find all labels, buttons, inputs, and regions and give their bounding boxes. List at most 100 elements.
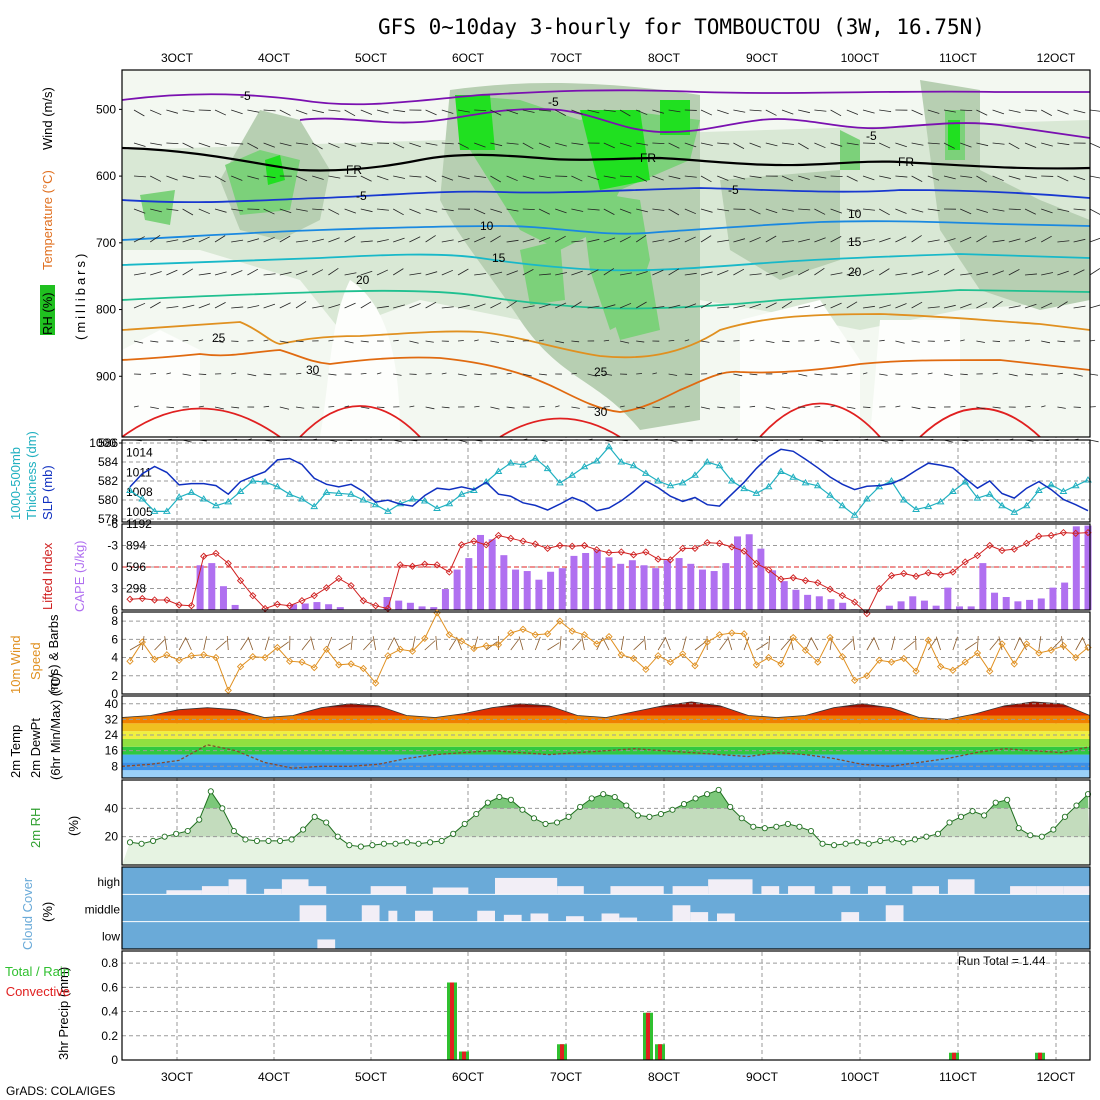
wind-barb xyxy=(1073,305,1086,309)
wind-barb xyxy=(927,372,933,375)
wind10-barb xyxy=(448,637,458,651)
isotherm-label: -5 xyxy=(356,189,367,203)
cape-bar xyxy=(944,587,952,610)
wind-barb xyxy=(441,175,454,181)
wind-barb xyxy=(1089,439,1099,443)
thickness-point xyxy=(850,511,859,518)
cloud-cover-bar xyxy=(1036,886,1064,895)
cape-bar xyxy=(453,569,461,610)
rh-point xyxy=(126,839,134,846)
thickness-point xyxy=(961,477,970,485)
cloud-cover-bar xyxy=(228,879,247,895)
wind-speed-point xyxy=(482,642,490,650)
wind-speed-point xyxy=(445,631,453,639)
wind-barb xyxy=(279,271,292,276)
cape-bar xyxy=(920,600,928,610)
wind-barb xyxy=(684,175,697,178)
precip-tick-label: 0.4 xyxy=(101,1005,118,1019)
wind-barb xyxy=(279,208,292,214)
wind-barb xyxy=(1008,269,1020,276)
wind-barb xyxy=(571,372,577,375)
wind-barb xyxy=(846,373,853,375)
wind-barb xyxy=(247,305,260,309)
thickness-point xyxy=(740,484,748,492)
wind-barb xyxy=(603,373,613,376)
thickness-point xyxy=(555,478,564,486)
wind-barb xyxy=(684,339,690,342)
wind-barb xyxy=(798,305,811,309)
thickness-point xyxy=(1059,487,1068,494)
lifted-index-point xyxy=(322,584,331,592)
wind-speed-point xyxy=(421,634,429,643)
ylabel-rh-pct: (%) xyxy=(66,816,81,836)
wind10-barb xyxy=(633,640,645,651)
chart-title: GFS 0~10day 3-hourly for TOMBOUCTOU (3W,… xyxy=(378,15,985,39)
wind-barb xyxy=(781,142,794,145)
wind-barb xyxy=(425,109,437,116)
wind-barb xyxy=(506,239,519,243)
wind-barb xyxy=(1024,208,1036,215)
rh-point xyxy=(934,830,942,837)
wind-barb xyxy=(1057,301,1068,309)
wind-barb xyxy=(474,175,487,178)
rh-shading xyxy=(660,100,690,135)
wind-barb xyxy=(133,109,145,117)
top-day-label: 7OCT xyxy=(550,51,583,65)
lifted-index-point xyxy=(470,537,478,545)
cloud-background xyxy=(122,867,1090,949)
thickness-point xyxy=(273,482,282,490)
pressure-tick-label: 800 xyxy=(96,303,116,317)
cape-bar xyxy=(1037,598,1045,610)
cape-bar xyxy=(465,558,473,610)
wind-speed-point xyxy=(900,654,908,663)
wind-barb xyxy=(555,142,567,147)
wind-barb xyxy=(182,304,195,309)
temp-band xyxy=(122,770,1090,778)
wind-barb xyxy=(749,303,762,309)
wind10-barb xyxy=(264,636,270,651)
isotherm-label: 15 xyxy=(492,251,506,265)
wind-barb xyxy=(522,269,534,276)
wind-barb xyxy=(474,339,479,342)
wind-barb xyxy=(457,175,470,180)
wind-barb xyxy=(214,208,227,213)
temp-band xyxy=(122,754,1090,763)
wind-barb xyxy=(636,208,648,213)
cloud-cover-bar xyxy=(166,890,202,895)
wind-barb xyxy=(765,142,778,147)
cape-bar xyxy=(757,548,765,610)
wind-barb xyxy=(409,303,421,309)
wind10-barb xyxy=(928,638,937,651)
thickness-point xyxy=(371,500,380,508)
ylabel-cloud: Cloud Cover xyxy=(20,877,35,950)
wind-barb xyxy=(538,373,547,376)
wind-barb xyxy=(1073,373,1083,377)
wind-barb xyxy=(830,302,842,309)
wind-barb xyxy=(587,373,597,377)
wind-barb xyxy=(765,235,777,243)
wind10-barb xyxy=(891,636,896,651)
lifted-index-point xyxy=(642,548,650,556)
wind-barb xyxy=(619,340,630,344)
rh-shading xyxy=(265,155,285,185)
cape-bar xyxy=(512,569,520,610)
wind-barb xyxy=(749,142,761,148)
cape-bar xyxy=(383,597,391,610)
lifted-index-point xyxy=(740,547,748,555)
wind10-barb xyxy=(547,642,560,651)
wind-barb xyxy=(619,142,632,147)
wind-barb xyxy=(360,340,369,343)
lifted-index-point xyxy=(507,534,515,542)
wind-barb xyxy=(328,142,340,149)
ylabel-cape: CAPE (J/kg) xyxy=(72,540,87,612)
cape-bar xyxy=(1061,582,1069,610)
wind-barb xyxy=(214,142,227,146)
temp-tick-label: 24 xyxy=(105,728,119,742)
wind10-barb xyxy=(657,637,666,651)
wind-speed-point xyxy=(961,658,969,666)
wind-barb xyxy=(1073,109,1086,114)
lifted-index-point xyxy=(1059,528,1068,537)
slp-series-line xyxy=(129,448,1089,512)
precip-frame xyxy=(121,950,1091,1061)
wind-barb xyxy=(441,109,454,114)
